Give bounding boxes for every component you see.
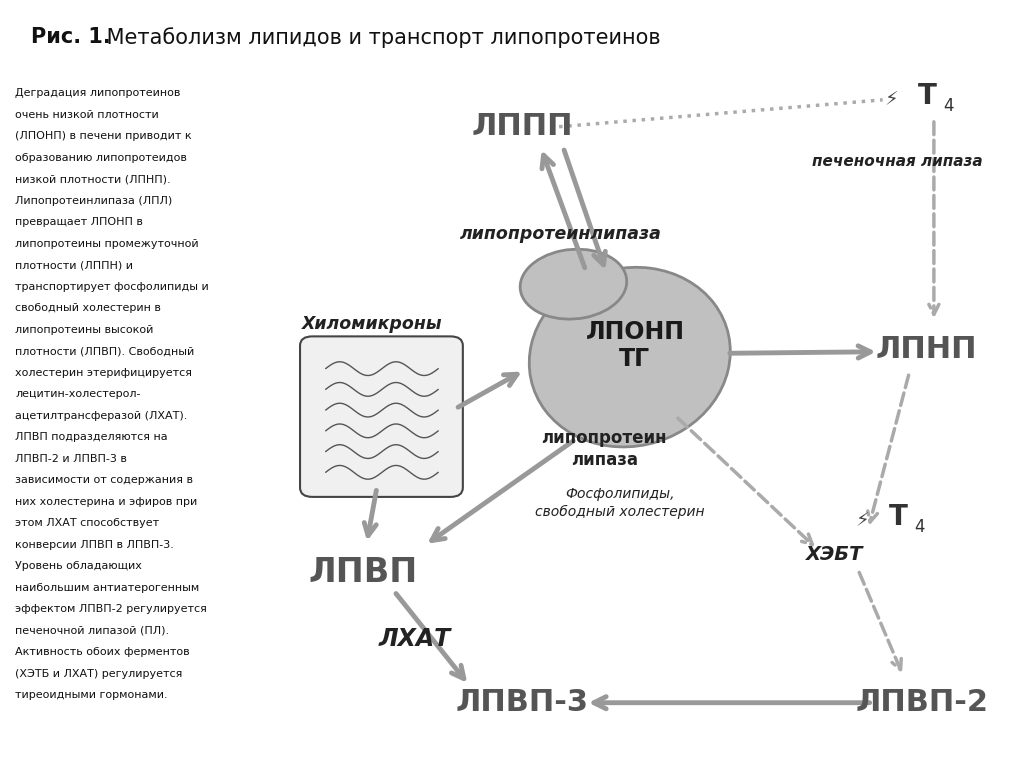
- Text: ЛПВП-3: ЛПВП-3: [456, 688, 589, 717]
- Text: липопротеины промежуточной: липопротеины промежуточной: [15, 239, 199, 249]
- Text: ЛХАТ: ЛХАТ: [379, 627, 451, 651]
- Text: печеночной липазой (ПЛ).: печеночной липазой (ПЛ).: [15, 626, 170, 636]
- Text: этом ЛХАТ способствует: этом ЛХАТ способствует: [15, 518, 160, 528]
- Text: превращает ЛПОНП в: превращает ЛПОНП в: [15, 217, 143, 227]
- Text: наибольшим антиатерогенным: наибольшим антиатерогенным: [15, 583, 200, 593]
- Text: ⚡: ⚡: [855, 511, 869, 530]
- Text: свободный холестерин в: свободный холестерин в: [15, 303, 161, 313]
- Text: низкой плотности (ЛПНП).: низкой плотности (ЛПНП).: [15, 174, 171, 184]
- Ellipse shape: [529, 267, 730, 447]
- Text: T: T: [918, 82, 936, 110]
- Text: зависимости от содержания в: зависимости от содержания в: [15, 475, 194, 485]
- Text: Липопротеинлипаза (ЛПЛ): Липопротеинлипаза (ЛПЛ): [15, 196, 173, 206]
- Text: ЛПВП: ЛПВП: [309, 556, 418, 588]
- Text: лецитин-холестерол-: лецитин-холестерол-: [15, 389, 141, 399]
- Text: 4: 4: [914, 518, 925, 536]
- Text: 4: 4: [943, 97, 953, 115]
- Text: ХЭБТ: ХЭБТ: [806, 545, 863, 564]
- Text: Фосфолипиды,
свободный холестерин: Фосфолипиды, свободный холестерин: [535, 488, 705, 518]
- Text: (ЛПОНП) в печени приводит к: (ЛПОНП) в печени приводит к: [15, 131, 191, 141]
- Text: Уровень обладающих: Уровень обладающих: [15, 561, 142, 571]
- Text: транспортирует фосфолипиды и: транспортирует фосфолипиды и: [15, 282, 209, 292]
- Text: липопротеины высокой: липопротеины высокой: [15, 325, 154, 335]
- Text: ЛПВП-2 и ЛПВП-3 в: ЛПВП-2 и ЛПВП-3 в: [15, 454, 127, 464]
- Text: ЛПВП-2: ЛПВП-2: [855, 688, 988, 717]
- Text: печеночная липаза: печеночная липаза: [812, 154, 983, 169]
- Text: эффектом ЛПВП-2 регулируется: эффектом ЛПВП-2 регулируется: [15, 604, 207, 614]
- Text: Рис. 1.: Рис. 1.: [31, 27, 111, 47]
- Text: T: T: [889, 503, 907, 531]
- Text: ⚡: ⚡: [884, 91, 898, 109]
- Text: Метаболизм липидов и транспорт липопротеинов: Метаболизм липидов и транспорт липопроте…: [100, 27, 660, 48]
- Text: плотности (ЛППН) и: плотности (ЛППН) и: [15, 260, 133, 270]
- Text: ЛППП: ЛППП: [471, 112, 573, 141]
- Text: очень низкой плотности: очень низкой плотности: [15, 110, 159, 120]
- Text: них холестерина и эфиров при: них холестерина и эфиров при: [15, 497, 198, 507]
- Text: липопротеинлипаза: липопротеинлипаза: [460, 225, 663, 243]
- Text: плотности (ЛПВП). Свободный: плотности (ЛПВП). Свободный: [15, 346, 195, 356]
- Text: Хиломикроны: Хиломикроны: [302, 315, 442, 333]
- Text: тиреоидными гормонами.: тиреоидными гормонами.: [15, 690, 168, 700]
- Text: холестерин этерифицируется: холестерин этерифицируется: [15, 368, 193, 378]
- Text: ЛПВП подразделяются на: ЛПВП подразделяются на: [15, 432, 168, 442]
- Text: конверсии ЛПВП в ЛПВП-3.: конверсии ЛПВП в ЛПВП-3.: [15, 540, 174, 550]
- Text: ЛПНП: ЛПНП: [876, 335, 978, 364]
- FancyBboxPatch shape: [300, 336, 463, 497]
- Text: Деградация липопротеинов: Деградация липопротеинов: [15, 88, 180, 98]
- Text: (ХЭТБ и ЛХАТ) регулируется: (ХЭТБ и ЛХАТ) регулируется: [15, 669, 182, 679]
- Text: ацетилтрансферазой (ЛХАТ).: ацетилтрансферазой (ЛХАТ).: [15, 411, 187, 421]
- Text: Активность обоих ферментов: Активность обоих ферментов: [15, 647, 190, 657]
- Text: образованию липопротеидов: образованию липопротеидов: [15, 153, 187, 163]
- Ellipse shape: [520, 249, 627, 319]
- Text: ЛПОНП
ТГ: ЛПОНП ТГ: [586, 319, 684, 372]
- Text: липопротеин
липаза: липопротеин липаза: [542, 429, 667, 469]
